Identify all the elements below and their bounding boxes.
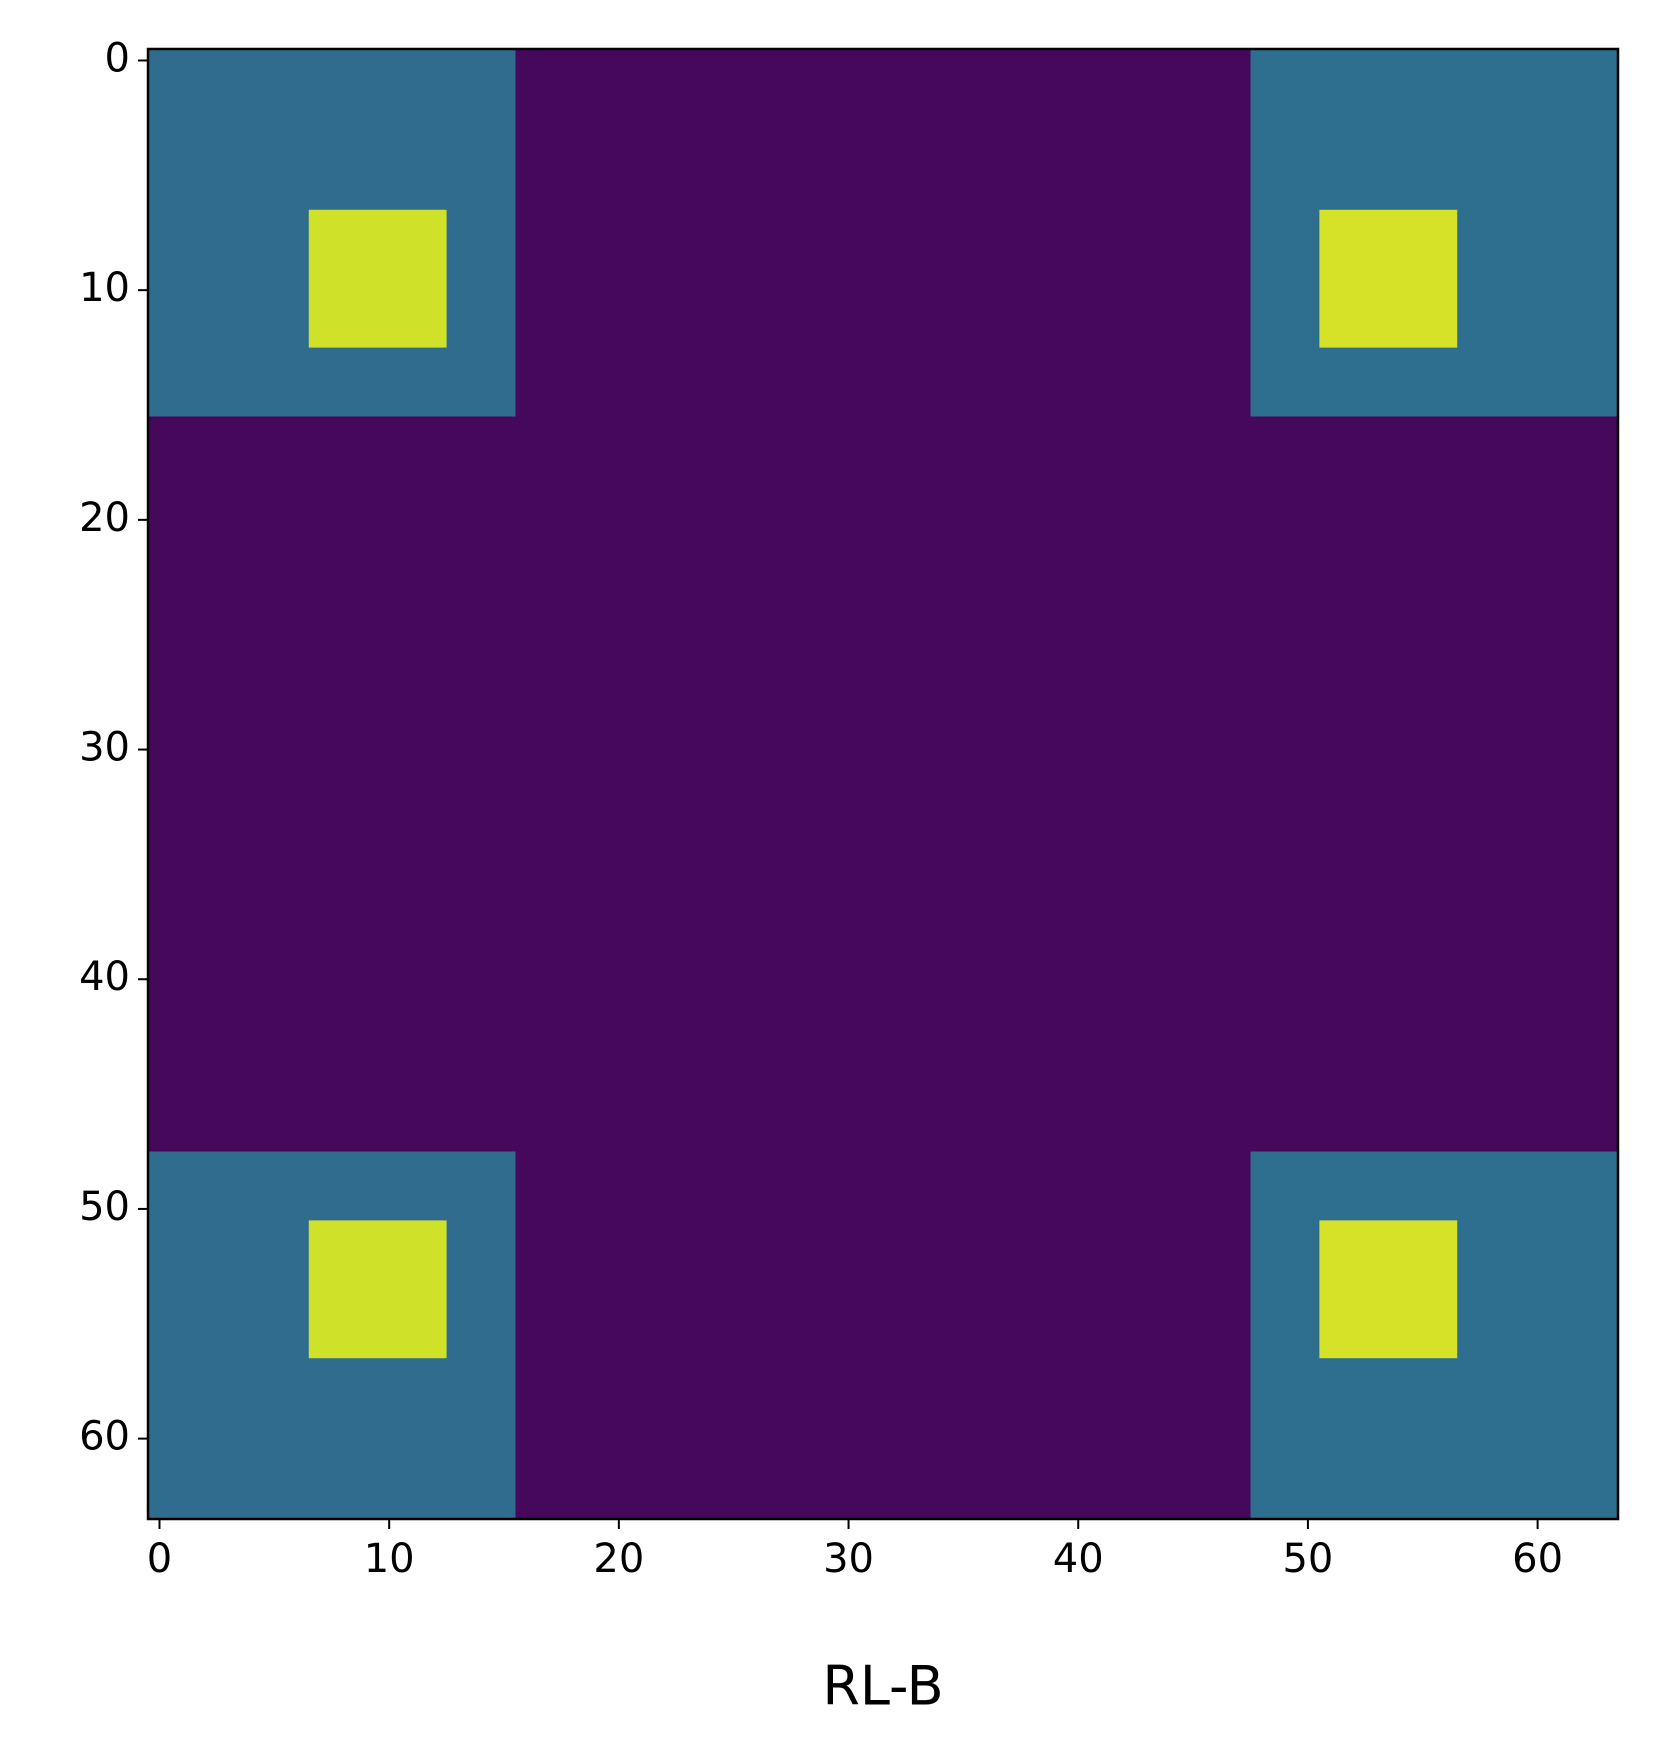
y-tick-label: 0 xyxy=(105,35,130,81)
heatmap-cell xyxy=(1319,1220,1458,1359)
axes-frame xyxy=(146,47,1620,1521)
heatmap-cell xyxy=(308,209,447,348)
x-tick-label: 40 xyxy=(1053,1536,1104,1582)
y-tick-label: 20 xyxy=(79,495,130,541)
y-tick-label: 50 xyxy=(79,1184,130,1230)
y-tick-label: 60 xyxy=(79,1414,130,1460)
heatmap-cell xyxy=(1319,209,1458,348)
x-tick-label: 30 xyxy=(823,1536,874,1582)
plot-area xyxy=(148,49,1618,1519)
x-tick-label: 50 xyxy=(1282,1536,1333,1582)
x-tick-label: 10 xyxy=(364,1536,415,1582)
x-tick-label: 0 xyxy=(147,1536,172,1582)
x-tick-label: 60 xyxy=(1512,1536,1563,1582)
x-axis-label: RL-B xyxy=(822,1655,943,1718)
heatmap-cell xyxy=(308,1220,447,1359)
y-tick-label: 10 xyxy=(79,265,130,311)
x-tick-label: 20 xyxy=(593,1536,644,1582)
y-tick-label: 30 xyxy=(79,725,130,771)
y-tick-label: 40 xyxy=(79,954,130,1000)
